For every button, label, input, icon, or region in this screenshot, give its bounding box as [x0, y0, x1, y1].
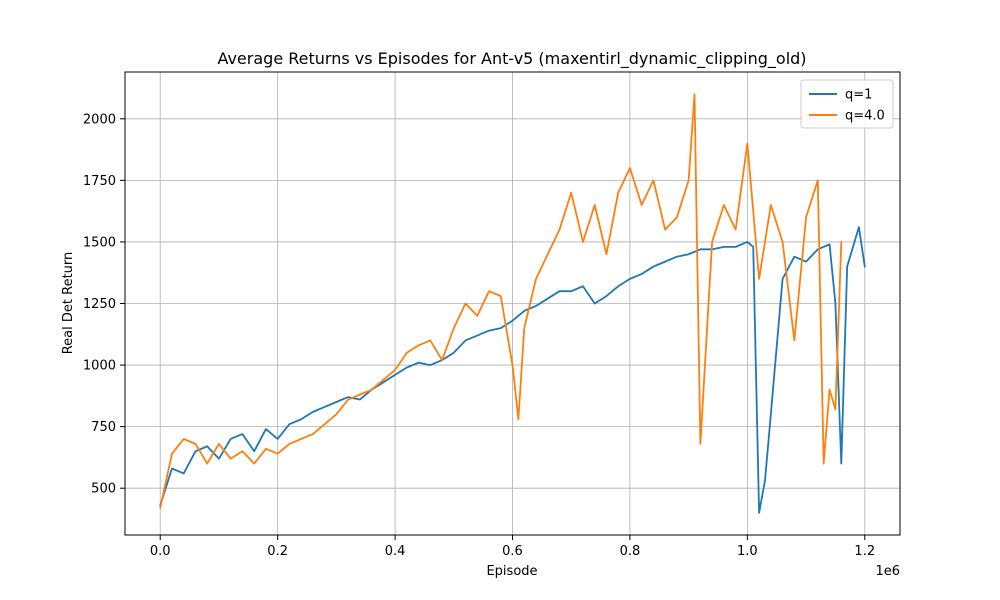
legend-label-1: q=4.0: [845, 109, 885, 124]
y-tick-label: 500: [91, 482, 116, 497]
x-tick-label: 0.4: [385, 544, 406, 559]
chart-title: Average Returns vs Episodes for Ant-v5 (…: [217, 49, 806, 69]
y-tick-label: 750: [91, 420, 116, 435]
x-tick-label: 0.2: [267, 544, 288, 559]
x-axis: 0.0 0.2 0.4 0.6 0.8 1.0 1.2: [150, 535, 875, 559]
y-tick-label: 2000: [83, 112, 116, 127]
series-line-1: [159, 93, 843, 509]
x-axis-offset-label: 1e6: [875, 564, 900, 579]
y-tick-label: 1250: [83, 297, 116, 312]
series-layer: [159, 93, 866, 514]
x-tick-label: 0.8: [620, 544, 641, 559]
y-tick-label: 1500: [83, 235, 116, 250]
x-tick-label: 1.0: [737, 544, 758, 559]
legend-label-0: q=1: [845, 88, 872, 103]
legend: q=1 q=4.0: [800, 79, 894, 129]
y-axis: 500 750 1000 1250 1500 1750 2000: [83, 112, 125, 497]
y-tick-label: 1750: [83, 174, 116, 189]
grid: [125, 72, 900, 535]
y-axis-label: Real Det Return: [61, 252, 76, 355]
x-axis-label: Episode: [486, 564, 537, 579]
series-line-0: [159, 226, 866, 514]
x-tick-label: 0.0: [150, 544, 171, 559]
x-tick-label: 0.6: [502, 544, 523, 559]
x-tick-label: 1.2: [854, 544, 875, 559]
y-tick-label: 1000: [83, 359, 116, 374]
